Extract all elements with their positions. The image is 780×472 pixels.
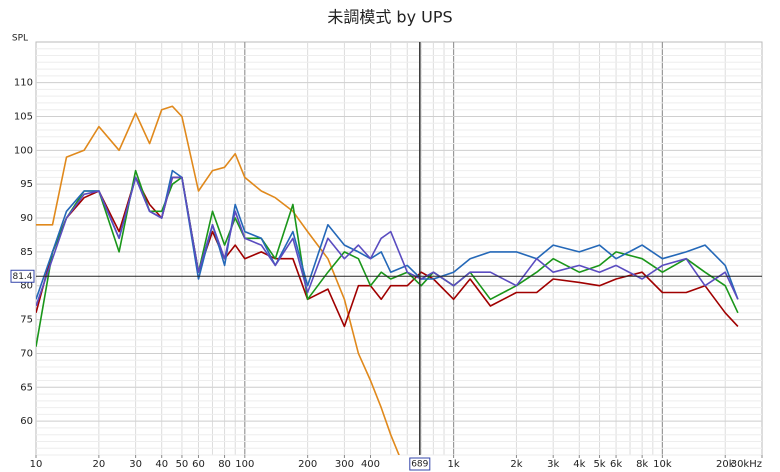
series-line [36,169,739,347]
x-tick-label: 20 [92,459,105,470]
cursor-x-box [409,457,431,471]
y-tick-label: 90 [20,213,33,224]
x-tick-label: 4k [573,459,585,470]
x-tick-label: 50 [176,459,189,470]
y-tick-label: 80 [20,281,33,292]
x-tick-label: 60 [192,459,205,470]
x-tick-label: 300 [335,459,354,470]
series-line [36,105,400,455]
cursor-x-label: 689 [411,460,428,470]
plot [36,105,739,455]
y-tick-label: 105 [14,111,33,122]
cursor-y-label: 81.4 [12,272,32,282]
x-tick-label: 1k [448,459,460,470]
y-axis-label: SPL [12,34,28,44]
x-tick-label: 10k [653,459,672,470]
y-tick-label: 95 [20,179,33,190]
x-tick-label: 5k [593,459,605,470]
series-line [36,176,739,328]
y-tick-label: 85 [20,247,33,258]
x-tick-label: 3k [547,459,559,470]
cursor-y-box [10,269,35,283]
chart-title: 未調模式 by UPS [327,8,452,27]
x-tick-label: 200 [298,459,317,470]
y-tick-label: 60 [20,416,33,427]
y-tick-label: 65 [20,382,33,393]
x-tick-label: 8k [636,459,648,470]
plot-area [35,41,763,456]
y-tick-label: 100 [14,145,33,156]
x-tick-label: 80 [218,459,231,470]
x-tick-label: 6k [610,459,622,470]
y-tick-label: 70 [20,348,33,359]
x-tick-label: 20k [716,459,735,470]
overlay: 81.4 689 [10,42,762,471]
series-line [36,176,739,307]
x-tick-label: 10 [30,459,43,470]
x-tick-label: 2k [510,459,522,470]
x-tick-label: 400 [361,459,380,470]
y-tick-label: 110 [14,78,33,89]
x-tick-label: 40 [155,459,168,470]
y-tick-label: 75 [20,315,33,326]
x-tick-label: 100 [235,459,254,470]
x-tick-label: 30kHz [731,459,762,470]
x-tick-label: 30 [129,459,142,470]
